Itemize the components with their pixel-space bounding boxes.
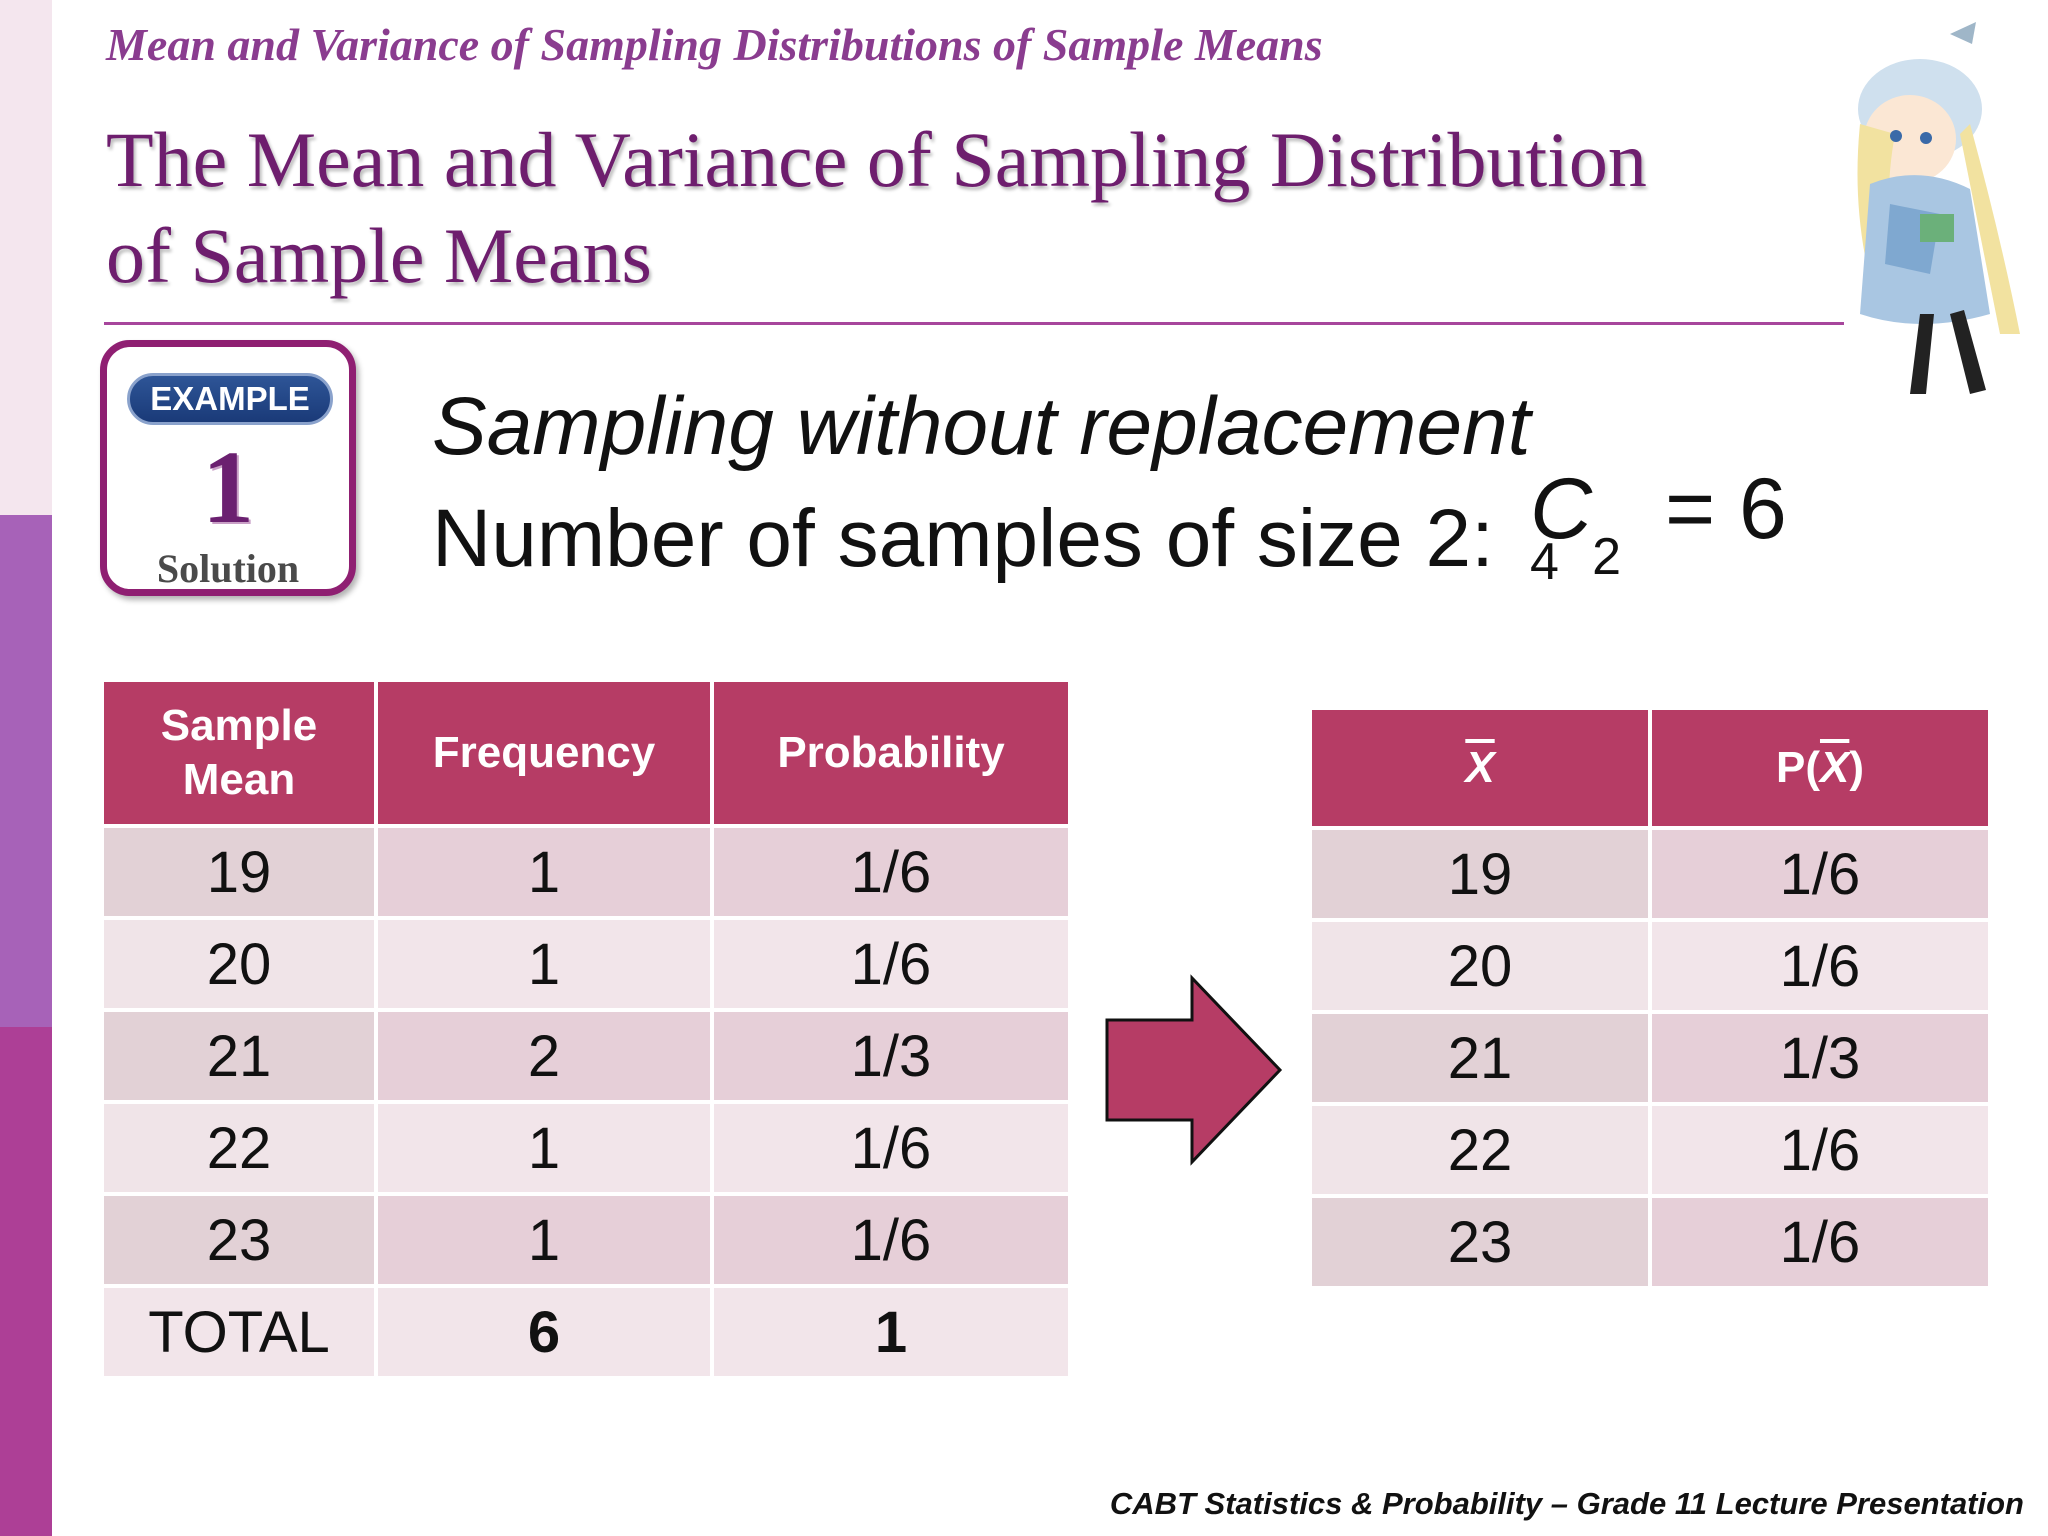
badge-label: EXAMPLE xyxy=(127,373,333,425)
col-p-x-bar: P(X) xyxy=(1652,710,1988,826)
table-row: 23 1/6 xyxy=(1312,1198,1988,1286)
left-strip-top xyxy=(0,0,52,515)
cell-p-x-bar: 1/6 xyxy=(1652,830,1988,918)
col-x-bar: X xyxy=(1312,710,1648,826)
col-frequency: Frequency xyxy=(378,682,710,824)
cell-total-frequency: 6 xyxy=(378,1288,710,1376)
cell-p-x-bar: 1/6 xyxy=(1652,1106,1988,1194)
formula-result: = 6 xyxy=(1664,461,1787,557)
formula-c: C xyxy=(1530,461,1593,557)
cell-frequency: 1 xyxy=(378,828,710,916)
badge-number: 1 xyxy=(202,430,254,545)
sampling-method-text: Sampling without replacement xyxy=(432,381,1531,472)
frequency-table: Sample Mean Frequency Probability 19 1 1… xyxy=(100,678,1072,1380)
formula-n: 4 xyxy=(1530,533,1559,591)
col-probability: Probability xyxy=(714,682,1068,824)
cell-x-bar: 22 xyxy=(1312,1106,1648,1194)
cell-probability: 1/6 xyxy=(714,1196,1068,1284)
title-divider xyxy=(104,322,1844,325)
cell-x-bar: 23 xyxy=(1312,1198,1648,1286)
probability-table-header: X P(X) xyxy=(1312,710,1988,826)
table-row: 23 1 1/6 xyxy=(104,1196,1068,1284)
cell-p-x-bar: 1/6 xyxy=(1652,922,1988,1010)
cell-probability: 1/6 xyxy=(714,920,1068,1008)
title-line-1: The Mean and Variance of Sampling Distri… xyxy=(106,116,1647,203)
table-row: 20 1/6 xyxy=(1312,922,1988,1010)
slide-title: The Mean and Variance of Sampling Distri… xyxy=(106,112,1806,304)
cell-frequency: 1 xyxy=(378,1196,710,1284)
left-strip-middle xyxy=(0,515,52,1027)
cell-frequency: 1 xyxy=(378,920,710,1008)
cell-frequency: 1 xyxy=(378,1104,710,1192)
table-row: 19 1/6 xyxy=(1312,830,1988,918)
table-row: 20 1 1/6 xyxy=(104,920,1068,1008)
cell-probability: 1/6 xyxy=(714,1104,1068,1192)
formula-r: 2 xyxy=(1592,528,1622,586)
right-arrow-icon xyxy=(1105,974,1283,1166)
table-row: 22 1 1/6 xyxy=(104,1104,1068,1192)
cell-mean: 19 xyxy=(104,828,374,916)
cell-probability: 1/6 xyxy=(714,828,1068,916)
cell-mean: 22 xyxy=(104,1104,374,1192)
cell-p-x-bar: 1/6 xyxy=(1652,1198,1988,1286)
cell-mean: 20 xyxy=(104,920,374,1008)
cell-probability: 1/3 xyxy=(714,1012,1068,1100)
combination-formula: 4 C2 = 6 xyxy=(1530,460,1787,591)
number-of-samples-text: Number of samples of size 2: xyxy=(432,493,1494,584)
slide-footer: CABT Statistics & Probability – Grade 11… xyxy=(1109,1486,2024,1521)
frequency-table-header: Sample Mean Frequency Probability xyxy=(104,682,1068,824)
cell-frequency: 2 xyxy=(378,1012,710,1100)
table-row: 19 1 1/6 xyxy=(104,828,1068,916)
cell-x-bar: 19 xyxy=(1312,830,1648,918)
cell-x-bar: 20 xyxy=(1312,922,1648,1010)
table-total-row: TOTAL 6 1 xyxy=(104,1288,1068,1376)
cell-mean: 21 xyxy=(104,1012,374,1100)
example-badge: EXAMPLE 1 Solution xyxy=(100,340,356,596)
table-row: 21 2 1/3 xyxy=(104,1012,1068,1100)
anime-mascot-illustration xyxy=(1857,22,2020,394)
cell-x-bar: 21 xyxy=(1312,1014,1648,1102)
table-row: 22 1/6 xyxy=(1312,1106,1988,1194)
left-strip-bottom xyxy=(0,1027,52,1536)
cell-mean: 23 xyxy=(104,1196,374,1284)
cell-p-x-bar: 1/3 xyxy=(1652,1014,1988,1102)
cell-total-label: TOTAL xyxy=(104,1288,374,1376)
probability-distribution-table: X P(X) 19 1/6 20 1/6 21 1/3 22 1/6 23 1/… xyxy=(1308,706,1992,1290)
col-sample-mean: Sample Mean xyxy=(104,682,374,824)
table-row: 21 1/3 xyxy=(1312,1014,1988,1102)
title-line-2: of Sample Means xyxy=(106,212,652,299)
badge-subtitle: Solution xyxy=(156,546,300,591)
cell-total-probability: 1 xyxy=(714,1288,1068,1376)
slide-header: Mean and Variance of Sampling Distributi… xyxy=(106,19,1323,70)
